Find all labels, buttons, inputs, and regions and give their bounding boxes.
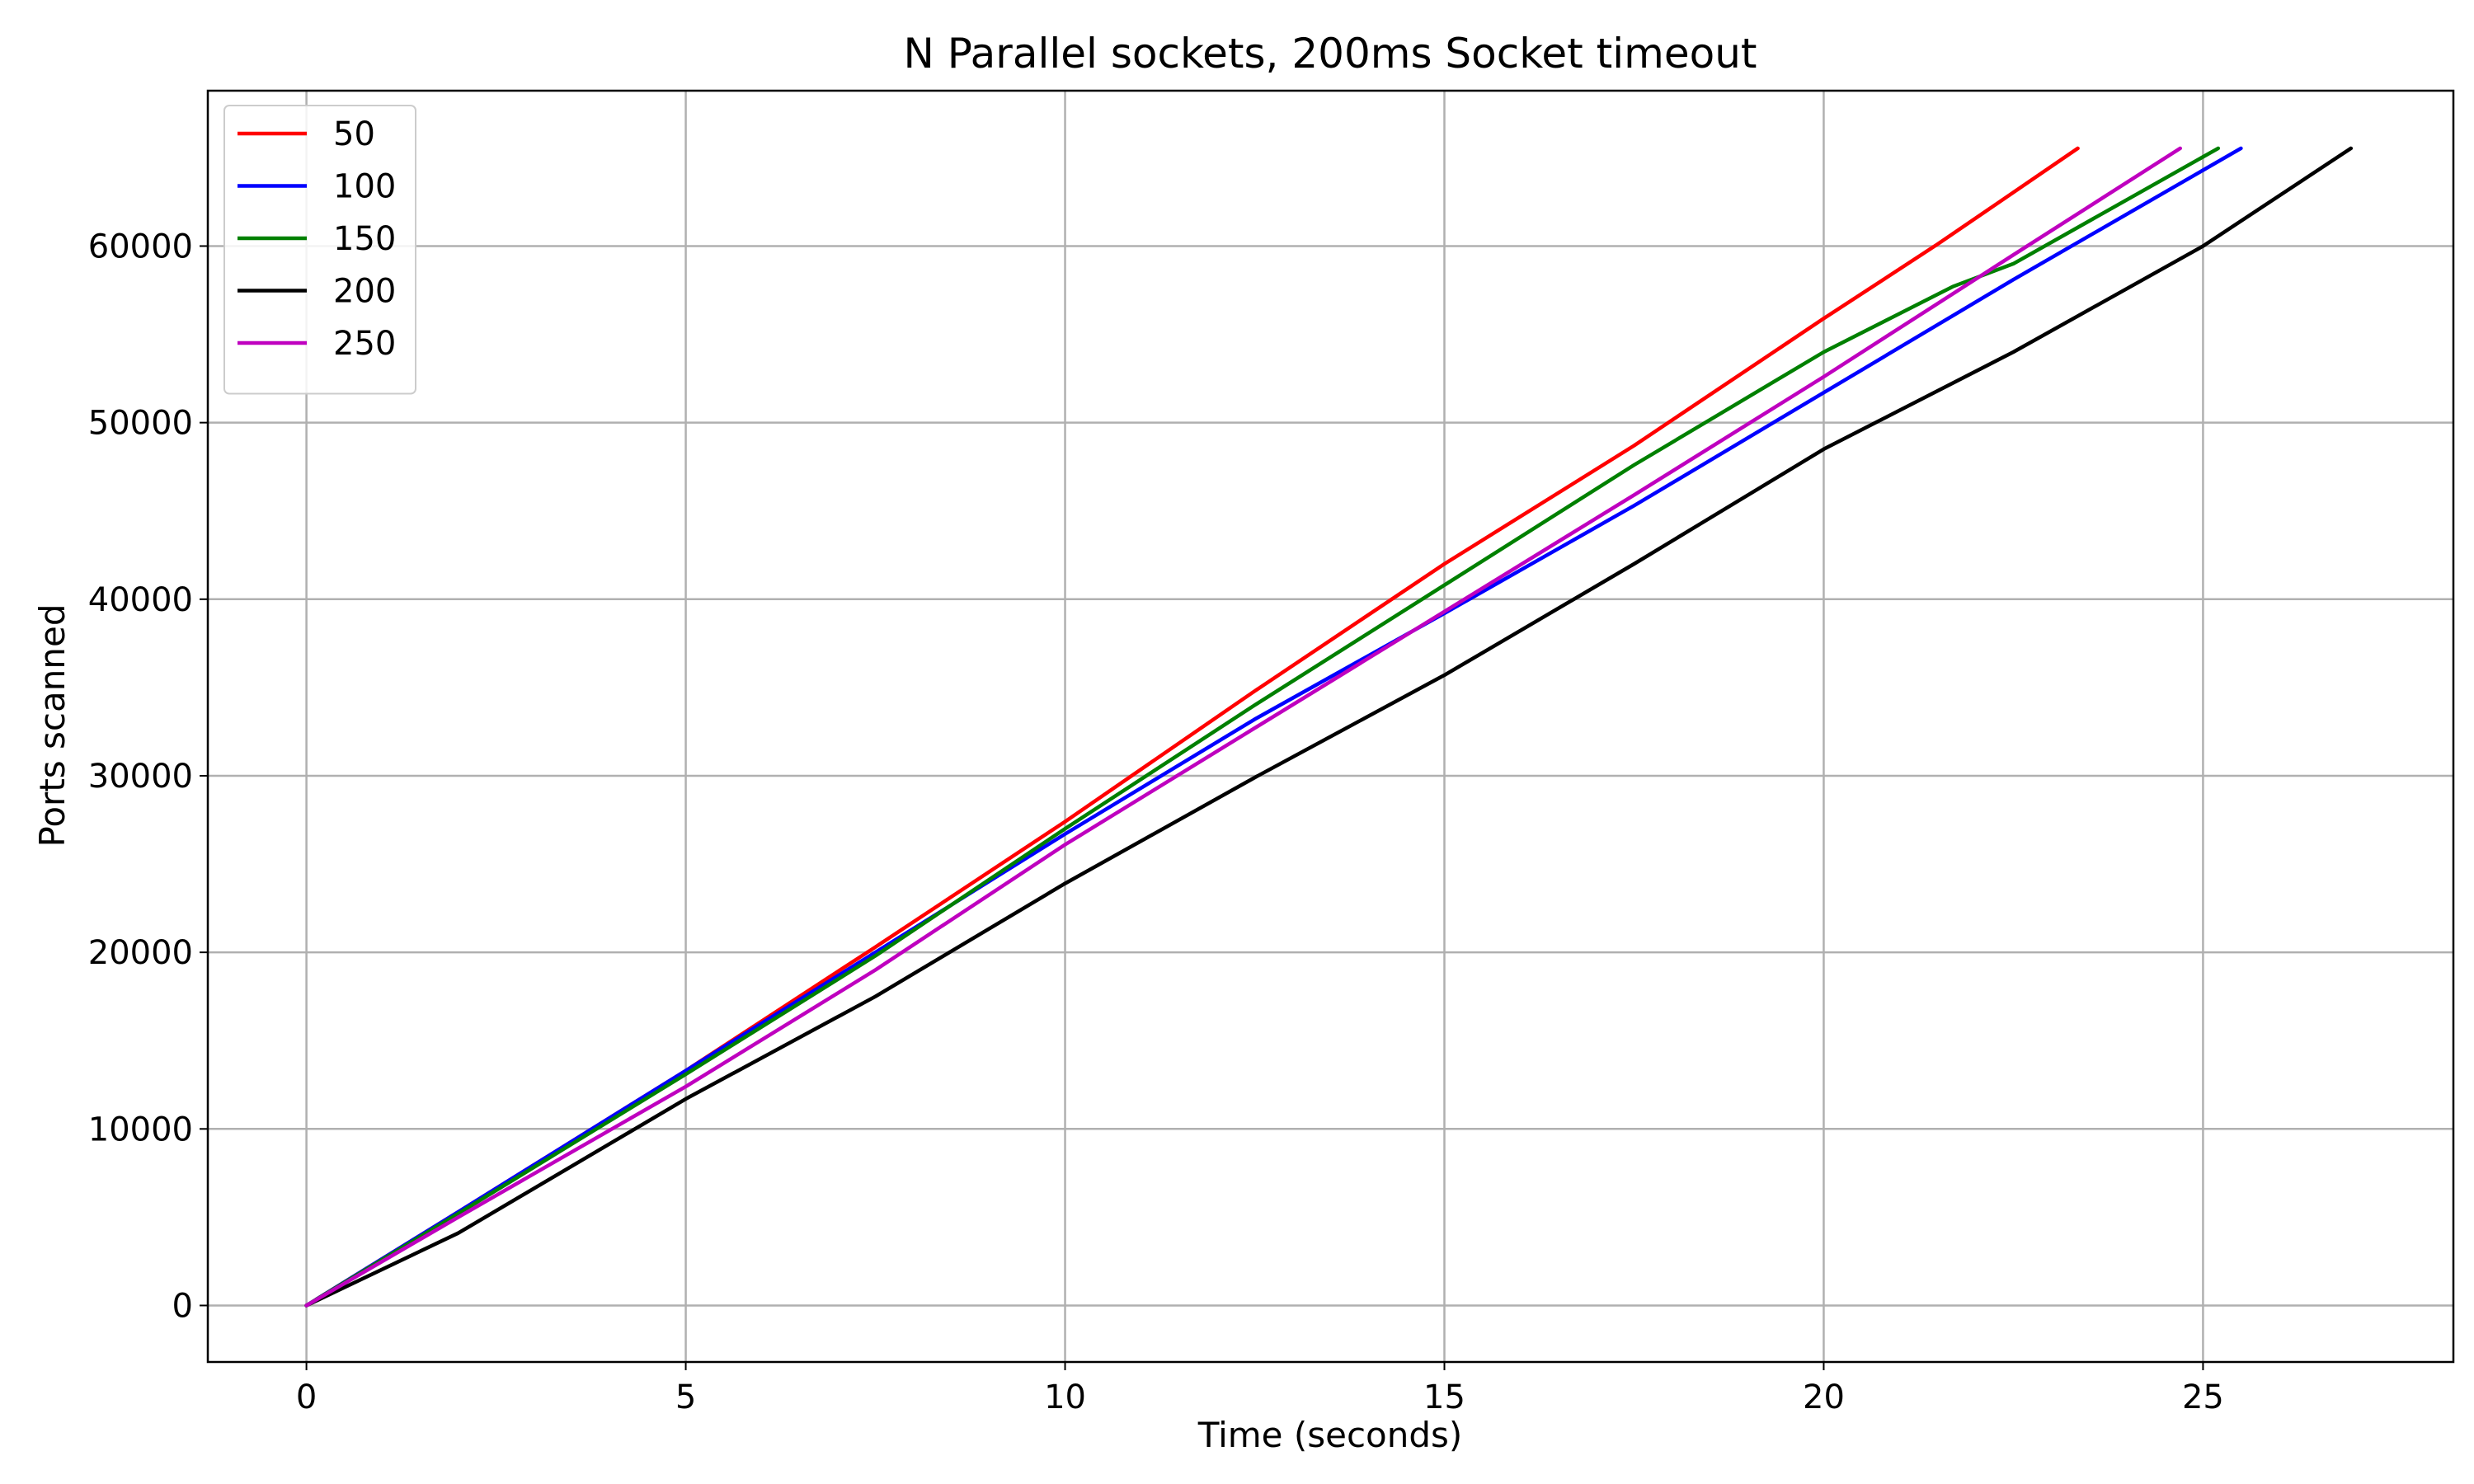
y-axis-title: Ports scanned [32, 604, 73, 848]
x-tick-label: 20 [1803, 1378, 1845, 1416]
y-tick-label: 10000 [88, 1111, 193, 1148]
series-lines [304, 146, 2354, 1308]
legend-label-200: 200 [333, 273, 396, 311]
axis-ticks: 0 5 10 15 20 25010000200003000040000500006000… [88, 228, 2224, 1416]
x-tick-label: 5 [675, 1378, 696, 1416]
legend-label-100: 100 [333, 168, 396, 206]
series-line-150 [304, 146, 2221, 1308]
legend-box [223, 105, 416, 395]
plot-frame [206, 89, 2455, 1364]
legend-label-150: 150 [333, 220, 396, 258]
legend: 50 100 150 200 250 [223, 105, 416, 395]
y-tick-label: 60000 [88, 228, 193, 265]
series-line-100 [304, 146, 2243, 1308]
grid-lines [208, 91, 2453, 1362]
x-tick-label: 0 [296, 1378, 317, 1416]
chart-title: N Parallel sockets, 200ms Socket timeout [903, 30, 1757, 77]
legend-label-50: 50 [333, 115, 375, 153]
y-tick-label: 30000 [88, 758, 193, 796]
series-line-250 [304, 146, 2183, 1308]
y-tick-label: 0 [172, 1287, 193, 1325]
y-tick-label: 50000 [88, 405, 193, 443]
x-axis-title: Time (seconds) [1197, 1415, 1463, 1455]
y-tick-label: 20000 [88, 934, 193, 972]
y-tick-label: 40000 [88, 581, 193, 619]
x-tick-label: 10 [1044, 1378, 1086, 1416]
legend-label-250: 250 [333, 325, 396, 363]
x-tick-label: 15 [1423, 1378, 1465, 1416]
x-tick-label: 25 [2182, 1378, 2224, 1416]
series-line-200 [304, 146, 2354, 1308]
